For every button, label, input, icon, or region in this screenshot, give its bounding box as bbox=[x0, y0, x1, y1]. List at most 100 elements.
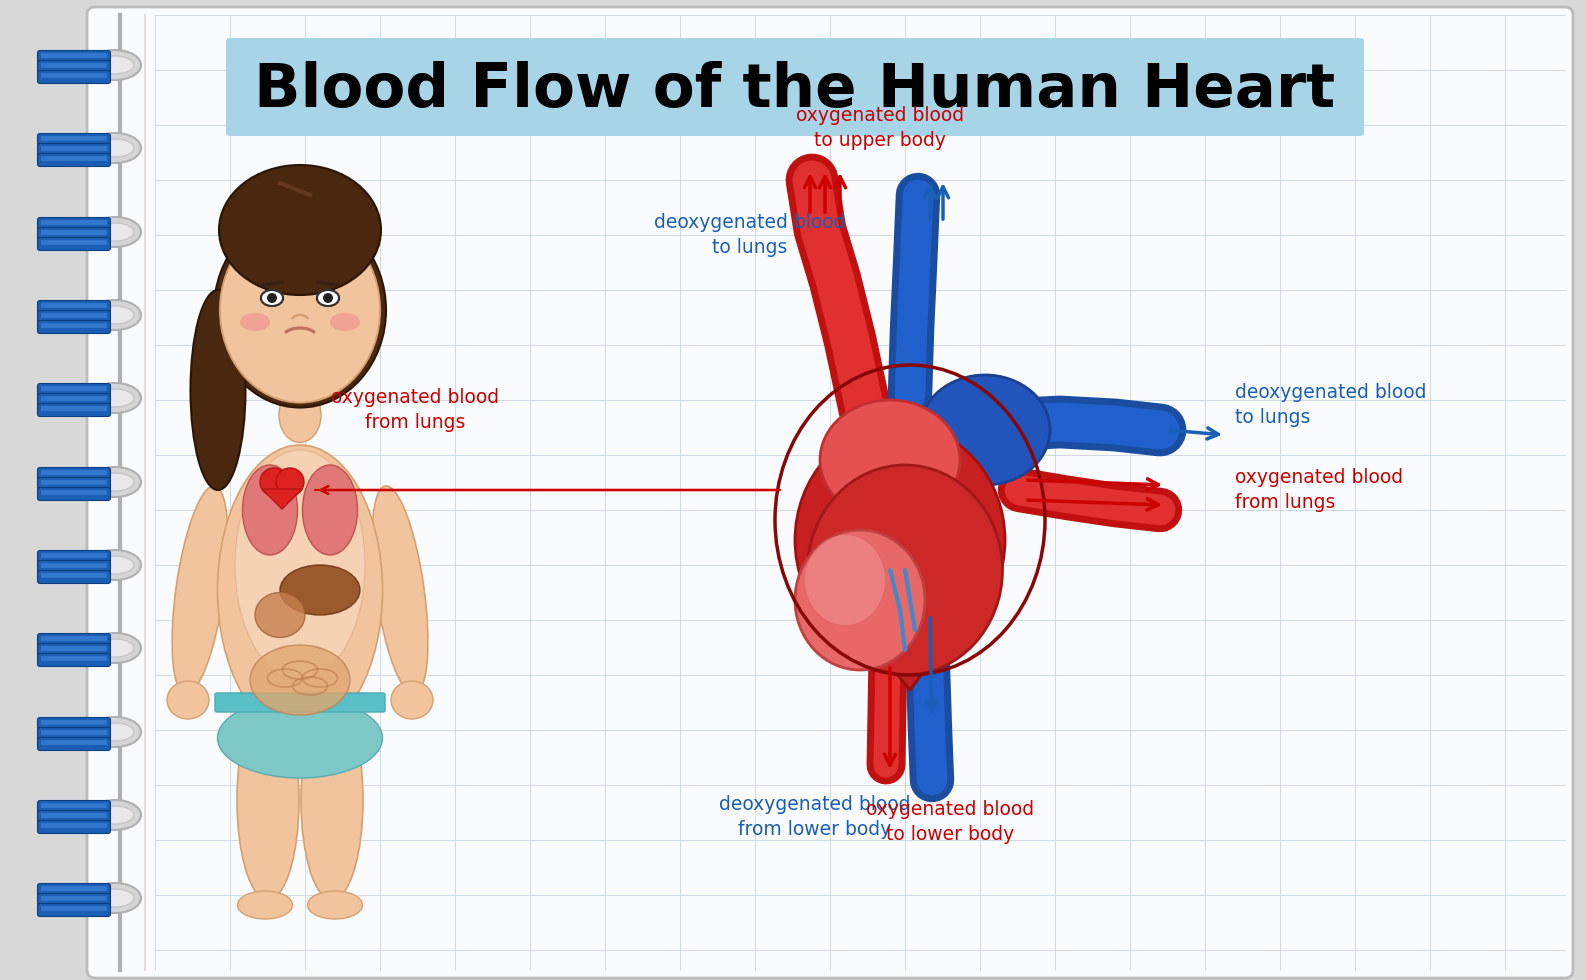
Ellipse shape bbox=[89, 383, 141, 413]
Ellipse shape bbox=[920, 375, 1050, 485]
Text: deoxygenated blood
from lower body: deoxygenated blood from lower body bbox=[718, 795, 910, 839]
Ellipse shape bbox=[330, 313, 360, 331]
Ellipse shape bbox=[219, 165, 381, 295]
Ellipse shape bbox=[97, 806, 133, 824]
Polygon shape bbox=[262, 489, 301, 509]
Ellipse shape bbox=[89, 217, 141, 247]
FancyBboxPatch shape bbox=[41, 386, 106, 391]
Ellipse shape bbox=[217, 445, 382, 735]
Ellipse shape bbox=[97, 223, 133, 241]
Ellipse shape bbox=[279, 387, 320, 443]
FancyBboxPatch shape bbox=[41, 470, 106, 475]
Ellipse shape bbox=[190, 290, 246, 490]
Ellipse shape bbox=[236, 201, 365, 279]
FancyBboxPatch shape bbox=[41, 313, 106, 318]
FancyBboxPatch shape bbox=[38, 894, 111, 906]
FancyBboxPatch shape bbox=[41, 220, 106, 225]
FancyBboxPatch shape bbox=[38, 884, 111, 897]
FancyBboxPatch shape bbox=[41, 146, 106, 151]
Ellipse shape bbox=[97, 889, 133, 907]
FancyBboxPatch shape bbox=[41, 906, 106, 911]
FancyBboxPatch shape bbox=[38, 227, 111, 240]
FancyBboxPatch shape bbox=[41, 156, 106, 161]
Circle shape bbox=[276, 468, 305, 496]
FancyBboxPatch shape bbox=[41, 636, 106, 641]
Ellipse shape bbox=[89, 300, 141, 330]
Ellipse shape bbox=[262, 290, 282, 306]
FancyBboxPatch shape bbox=[216, 693, 385, 712]
FancyBboxPatch shape bbox=[38, 51, 111, 64]
FancyBboxPatch shape bbox=[38, 394, 111, 407]
FancyBboxPatch shape bbox=[38, 218, 111, 230]
Ellipse shape bbox=[89, 50, 141, 80]
FancyBboxPatch shape bbox=[38, 727, 111, 741]
FancyBboxPatch shape bbox=[38, 644, 111, 657]
Ellipse shape bbox=[89, 800, 141, 830]
Ellipse shape bbox=[89, 883, 141, 913]
Ellipse shape bbox=[89, 133, 141, 163]
FancyBboxPatch shape bbox=[38, 820, 111, 834]
FancyBboxPatch shape bbox=[41, 63, 106, 68]
Ellipse shape bbox=[236, 700, 300, 900]
FancyBboxPatch shape bbox=[38, 71, 111, 83]
FancyBboxPatch shape bbox=[38, 154, 111, 167]
FancyBboxPatch shape bbox=[38, 383, 111, 397]
FancyBboxPatch shape bbox=[41, 740, 106, 745]
FancyBboxPatch shape bbox=[38, 301, 111, 314]
FancyBboxPatch shape bbox=[38, 717, 111, 730]
Circle shape bbox=[260, 468, 289, 496]
FancyBboxPatch shape bbox=[41, 886, 106, 891]
Ellipse shape bbox=[301, 700, 363, 900]
FancyBboxPatch shape bbox=[41, 323, 106, 328]
Ellipse shape bbox=[235, 450, 365, 680]
Ellipse shape bbox=[795, 425, 1006, 655]
Polygon shape bbox=[810, 570, 1001, 690]
FancyBboxPatch shape bbox=[41, 573, 106, 578]
Ellipse shape bbox=[220, 219, 379, 402]
FancyBboxPatch shape bbox=[38, 133, 111, 146]
Ellipse shape bbox=[255, 593, 305, 638]
FancyBboxPatch shape bbox=[41, 53, 106, 58]
Ellipse shape bbox=[173, 486, 228, 694]
FancyBboxPatch shape bbox=[41, 823, 106, 828]
Ellipse shape bbox=[97, 473, 133, 491]
FancyBboxPatch shape bbox=[41, 730, 106, 735]
Ellipse shape bbox=[243, 465, 298, 555]
Text: oxygenated blood
to upper body: oxygenated blood to upper body bbox=[796, 106, 964, 150]
FancyBboxPatch shape bbox=[41, 813, 106, 818]
FancyBboxPatch shape bbox=[87, 7, 1573, 978]
Ellipse shape bbox=[89, 550, 141, 580]
FancyBboxPatch shape bbox=[41, 896, 106, 901]
Text: deoxygenated blood
to lungs: deoxygenated blood to lungs bbox=[1235, 383, 1426, 427]
Ellipse shape bbox=[97, 306, 133, 324]
FancyBboxPatch shape bbox=[41, 646, 106, 651]
FancyBboxPatch shape bbox=[38, 654, 111, 666]
FancyBboxPatch shape bbox=[41, 73, 106, 78]
Ellipse shape bbox=[308, 891, 363, 919]
FancyBboxPatch shape bbox=[41, 303, 106, 308]
Ellipse shape bbox=[239, 313, 270, 331]
FancyBboxPatch shape bbox=[38, 311, 111, 323]
Ellipse shape bbox=[239, 313, 270, 331]
Ellipse shape bbox=[392, 681, 433, 719]
Ellipse shape bbox=[373, 486, 428, 694]
Text: oxygenated blood
from lungs: oxygenated blood from lungs bbox=[1235, 468, 1404, 512]
Circle shape bbox=[266, 293, 278, 303]
FancyBboxPatch shape bbox=[38, 570, 111, 583]
Ellipse shape bbox=[89, 633, 141, 663]
FancyBboxPatch shape bbox=[41, 240, 106, 245]
FancyBboxPatch shape bbox=[38, 143, 111, 157]
Ellipse shape bbox=[217, 698, 382, 778]
FancyBboxPatch shape bbox=[38, 477, 111, 491]
FancyBboxPatch shape bbox=[41, 136, 106, 141]
FancyBboxPatch shape bbox=[41, 720, 106, 725]
Ellipse shape bbox=[89, 717, 141, 747]
FancyBboxPatch shape bbox=[41, 563, 106, 568]
FancyBboxPatch shape bbox=[38, 904, 111, 916]
Circle shape bbox=[324, 293, 333, 303]
FancyBboxPatch shape bbox=[225, 38, 1364, 136]
FancyBboxPatch shape bbox=[38, 487, 111, 501]
Ellipse shape bbox=[97, 556, 133, 574]
FancyBboxPatch shape bbox=[38, 551, 111, 564]
Ellipse shape bbox=[167, 681, 209, 719]
